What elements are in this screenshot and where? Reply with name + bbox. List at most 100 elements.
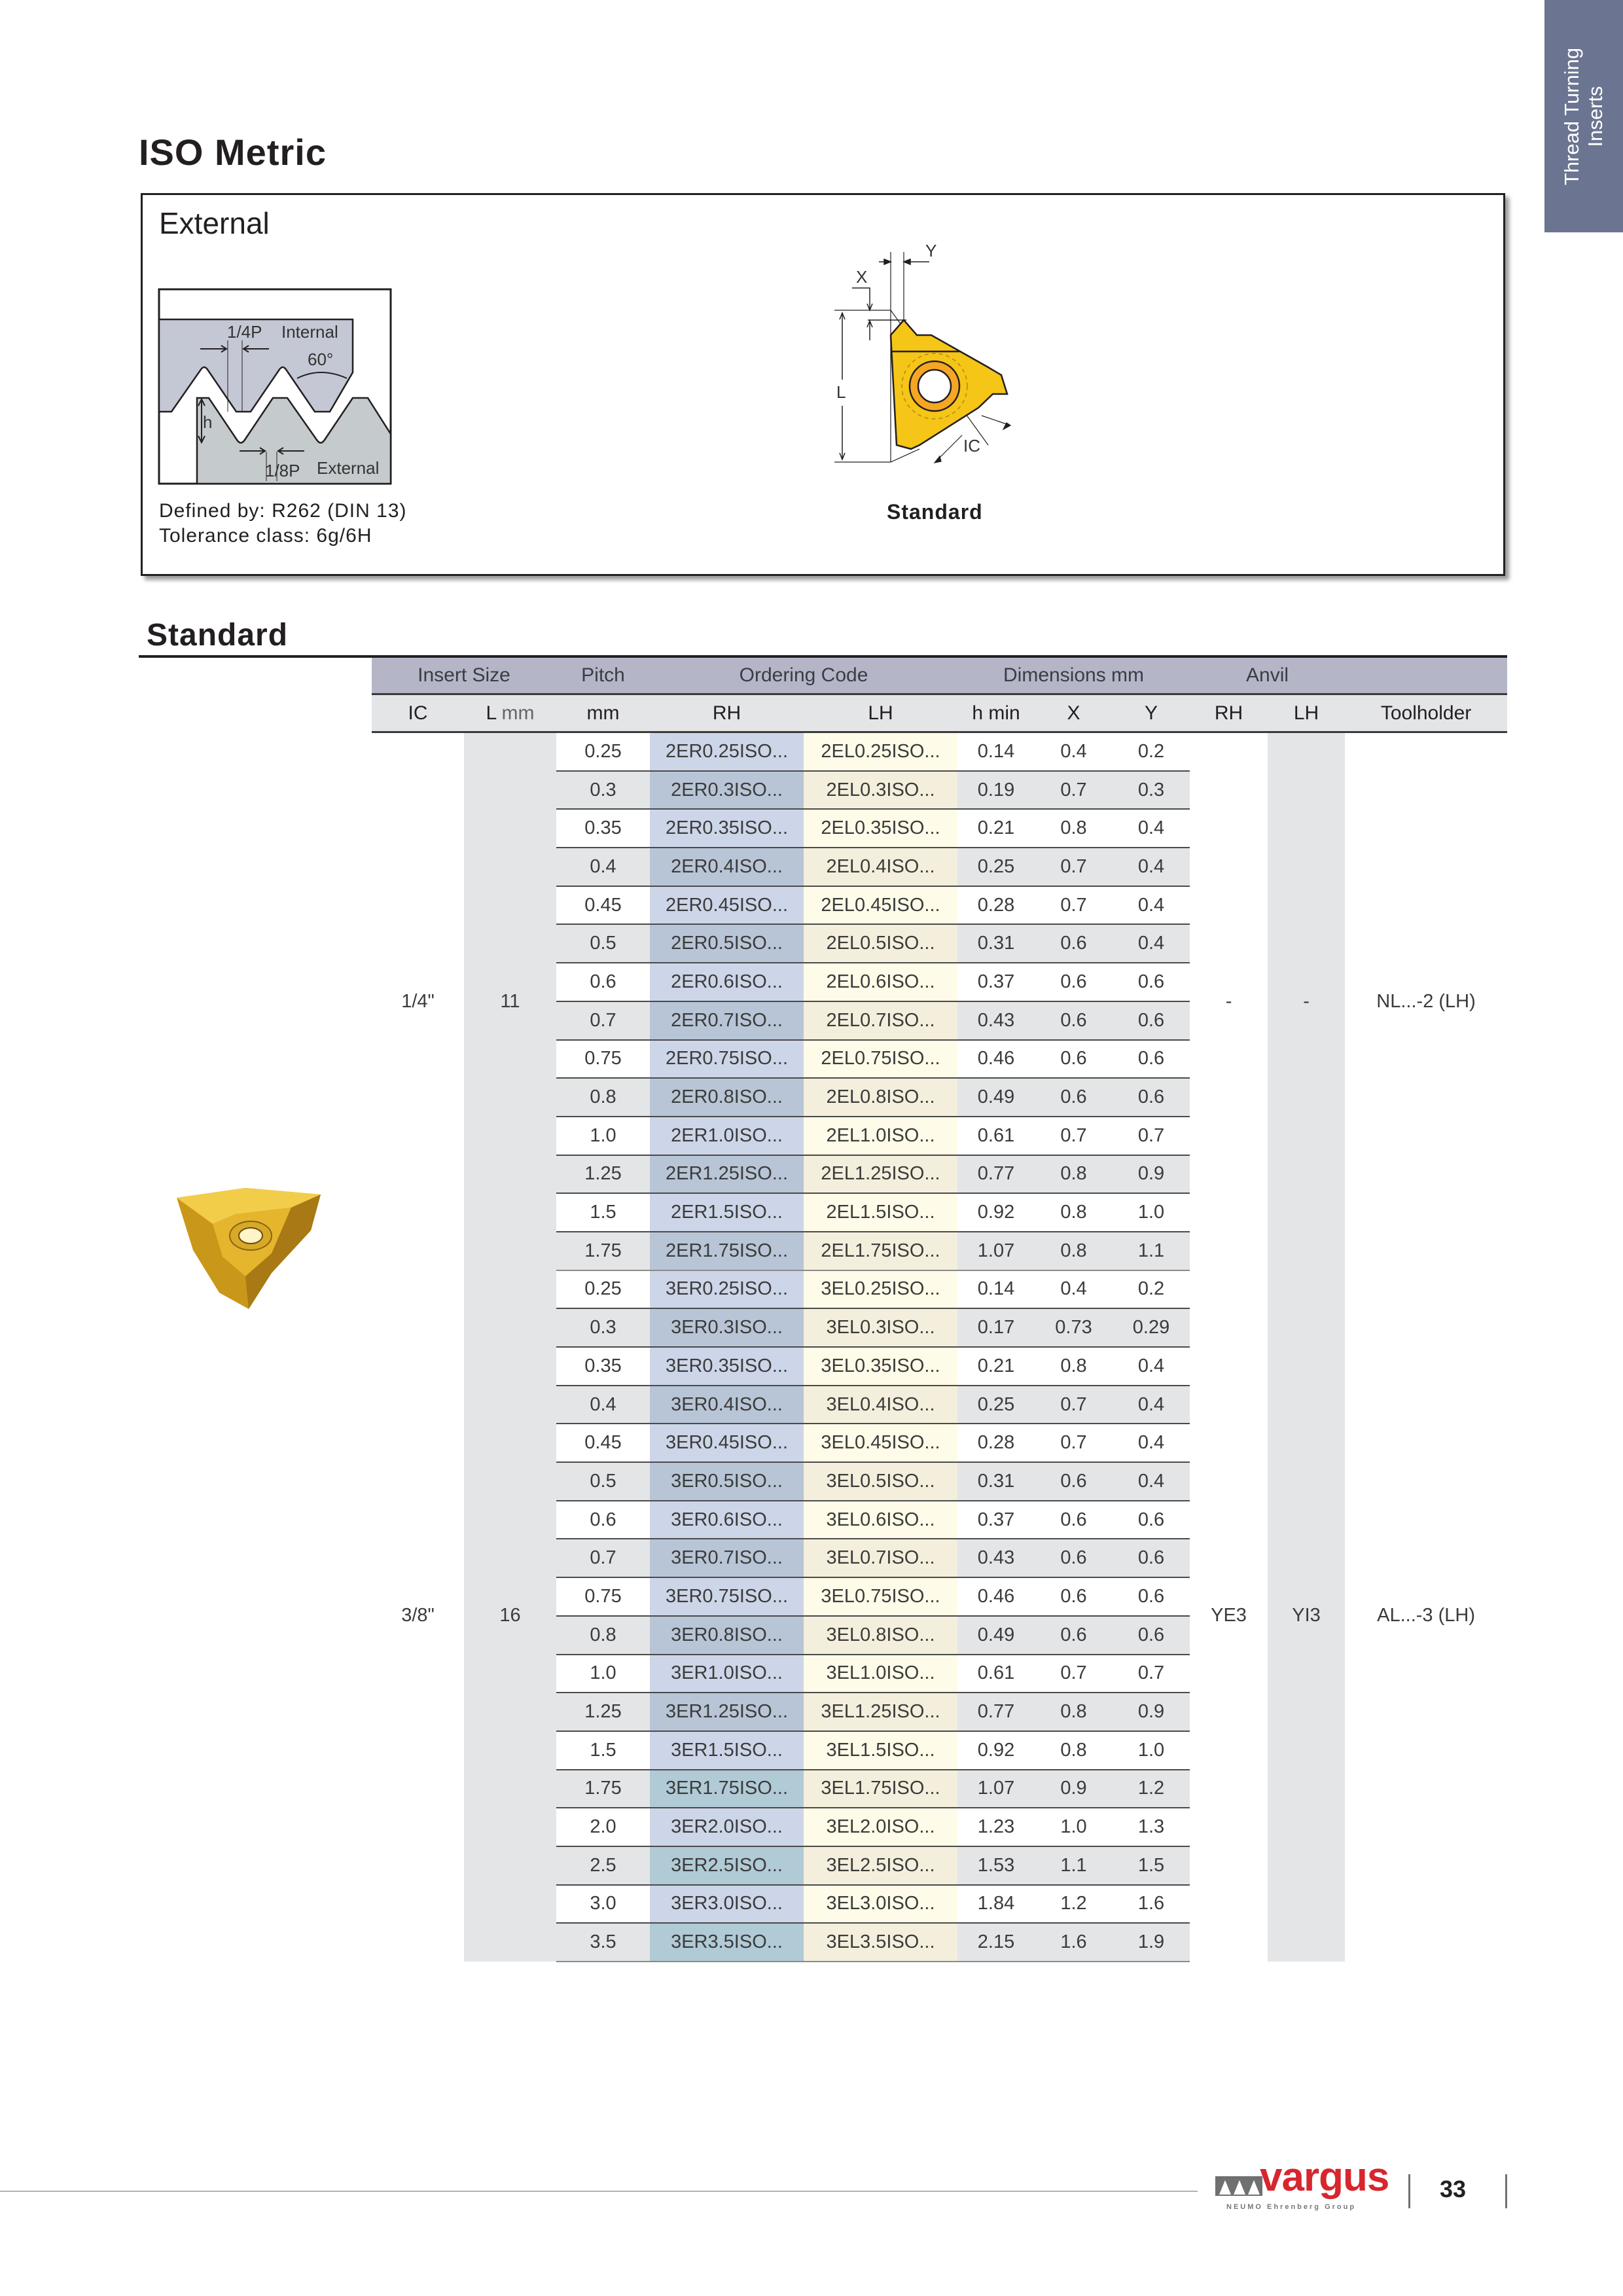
cell-x: 0.6 (1035, 1039, 1113, 1079)
vargus-logo-word: vargus (1260, 2155, 1389, 2200)
cell-y: 0.3 (1113, 770, 1190, 810)
cell-ordering-code-lh: 2EL1.25ISO... (804, 1155, 958, 1194)
table-row: 1.0 2ER1.0ISO... 2EL1.0ISO... 0.61 0.7 0.7 (372, 1116, 1507, 1156)
cell-ordering-code-rh: 3ER3.0ISO... (650, 1884, 804, 1924)
label-angle: 60° (308, 350, 333, 369)
cell-y: 1.0 (1113, 1193, 1190, 1232)
cell-y: 0.7 (1113, 1116, 1190, 1156)
side-tab-line1: Thread Turning (1560, 47, 1583, 186)
footer-separator (1505, 2174, 1507, 2208)
col-l: L mm (464, 694, 557, 733)
col-x: X (1035, 694, 1113, 733)
internal-thread-region (158, 318, 354, 413)
cell-ordering-code-rh: 3ER2.0ISO... (650, 1808, 804, 1847)
table-row: 0.3 2ER0.3ISO... 2EL0.3ISO... 0.19 0.7 0.3 (372, 770, 1507, 810)
vargus-logo-mark-icon (1215, 2176, 1262, 2196)
cell-h-min: 0.21 (957, 809, 1035, 849)
cell-y: 1.9 (1113, 1923, 1190, 1962)
cell-pitch: 0.3 (556, 770, 651, 810)
y-dimension-arrows-icon (879, 258, 929, 266)
table-row: 1.75 2ER1.75ISO... 2EL1.75ISO... 1.07 0.8 1.1 (372, 1231, 1507, 1271)
cell-ordering-code-lh: 3EL2.5ISO... (804, 1846, 958, 1886)
cell-ordering-code-lh: 2EL0.6ISO... (804, 963, 958, 1002)
cell-ordering-code-rh: 3ER0.45ISO... (650, 1424, 804, 1463)
cell-ordering-code-lh: 2EL0.75ISO... (804, 1039, 958, 1079)
info-box-title: External (159, 206, 270, 240)
table-row: 0.5 3ER0.5ISO... 3EL0.5ISO... 0.31 0.6 0.4 (372, 1462, 1507, 1501)
cell-x: 0.6 (1035, 1539, 1113, 1579)
label-l: L (836, 382, 846, 402)
cell-h-min: 1.23 (957, 1808, 1035, 1847)
header-insert-size: Insert Size (372, 658, 557, 695)
cell-ordering-code-rh: 2ER1.0ISO... (650, 1116, 804, 1156)
cell-y: 0.4 (1113, 1347, 1190, 1386)
table-row: 0.75 3ER0.75ISO... 3EL0.75ISO... 0.46 0.6 0.6 (372, 1577, 1507, 1617)
cell-ordering-code-rh: 2ER0.6ISO... (650, 963, 804, 1002)
cell-y: 0.4 (1113, 848, 1190, 887)
table-row: 3.5 3ER3.5ISO... 3EL3.5ISO... 2.15 1.6 1.9 (372, 1923, 1507, 1962)
cell-h-min: 1.53 (957, 1846, 1035, 1886)
col-hmin: h min (957, 694, 1035, 733)
cell-pitch: 1.75 (556, 1769, 651, 1809)
table-row: 1.75 3ER1.75ISO... 3EL1.75ISO... 1.07 0.9 1.2 (372, 1769, 1507, 1809)
header-dimensions: Dimensions mm (957, 658, 1190, 695)
thread-profile-diagram: 1/4P Internal 60° h 1/8P External (158, 288, 392, 485)
cell-ordering-code-rh: 3ER1.5ISO... (650, 1731, 804, 1770)
label-eighth-p: 1/8P (265, 461, 300, 480)
cell-ordering-code-lh: 3EL0.3ISO... (804, 1308, 958, 1348)
cell-x: 0.7 (1035, 770, 1113, 810)
cell-pitch: 0.6 (556, 963, 651, 1002)
cell-ordering-code-lh: 2EL0.4ISO... (804, 848, 958, 887)
cell-toolholder: AL...-3 (LH) (1345, 1270, 1508, 1962)
cell-pitch: 0.5 (556, 924, 651, 964)
cell-pitch: 1.5 (556, 1193, 651, 1232)
table-row: 0.8 2ER0.8ISO... 2EL0.8ISO... 0.49 0.6 0.6 (372, 1078, 1507, 1117)
cell-y: 0.29 (1113, 1308, 1190, 1348)
cell-y: 0.4 (1113, 809, 1190, 849)
table-row: 0.5 2ER0.5ISO... 2EL0.5ISO... 0.31 0.6 0.4 (372, 924, 1507, 964)
cell-ordering-code-lh: 3EL1.25ISO... (804, 1693, 958, 1732)
header-anvil: Anvil (1190, 658, 1346, 695)
cell-pitch: 0.35 (556, 1347, 651, 1386)
cell-anvil-lh: YI3 (1268, 1270, 1346, 1962)
cell-pitch: 3.5 (556, 1923, 651, 1962)
cell-ordering-code-rh: 3ER3.5ISO... (650, 1923, 804, 1962)
cell-x: 0.8 (1035, 1231, 1113, 1271)
cell-y: 1.0 (1113, 1731, 1190, 1770)
cell-ordering-code-lh: 3EL0.5ISO... (804, 1462, 958, 1501)
cell-h-min: 0.37 (957, 1500, 1035, 1540)
cell-x: 0.7 (1035, 1116, 1113, 1156)
cell-h-min: 2.15 (957, 1923, 1035, 1962)
insert-dimension-diagram: X Y L IC (834, 241, 1012, 463)
cell-ordering-code-rh: 3ER1.25ISO... (650, 1693, 804, 1732)
cell-y: 0.2 (1113, 1270, 1190, 1310)
cell-h-min: 0.14 (957, 732, 1035, 772)
cell-x: 0.8 (1035, 809, 1113, 849)
table-row: 0.4 3ER0.4ISO... 3EL0.4ISO... 0.25 0.7 0.4 (372, 1385, 1507, 1425)
cell-x: 1.1 (1035, 1846, 1113, 1886)
cell-ordering-code-lh: 3EL0.45ISO... (804, 1424, 958, 1463)
col-anvil-lh: LH (1268, 694, 1346, 733)
cell-y: 0.4 (1113, 924, 1190, 964)
cell-ordering-code-rh: 3ER0.4ISO... (650, 1385, 804, 1425)
cell-pitch: 0.7 (556, 1539, 651, 1579)
defined-by-note: Defined by: R262 (DIN 13) (159, 500, 407, 522)
label-h: h (203, 412, 212, 432)
cell-pitch: 0.4 (556, 848, 651, 887)
table-row: 3.0 3ER3.0ISO... 3EL3.0ISO... 1.84 1.2 1.6 (372, 1884, 1507, 1924)
cell-y: 1.2 (1113, 1769, 1190, 1809)
label-x: X (856, 267, 867, 287)
cell-h-min: 1.84 (957, 1884, 1035, 1924)
cell-h-min: 0.77 (957, 1693, 1035, 1732)
cell-pitch: 1.25 (556, 1155, 651, 1194)
cell-pitch: 1.75 (556, 1231, 651, 1271)
cell-h-min: 0.25 (957, 1385, 1035, 1425)
cell-anvil-rh: - (1190, 732, 1268, 1270)
cell-ordering-code-rh: 3ER0.8ISO... (650, 1615, 804, 1655)
cell-ordering-code-rh: 3ER0.35ISO... (650, 1347, 804, 1386)
cell-x: 0.7 (1035, 1385, 1113, 1425)
cell-x: 0.8 (1035, 1193, 1113, 1232)
insert-hole (917, 368, 952, 404)
cell-pitch: 0.8 (556, 1078, 651, 1117)
cell-h-min: 0.31 (957, 1462, 1035, 1501)
